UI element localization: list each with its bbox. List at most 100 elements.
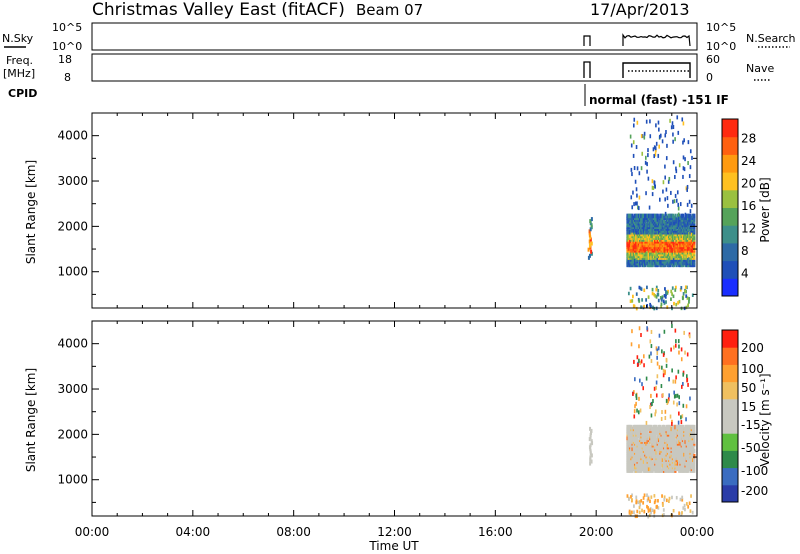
echo-cell bbox=[649, 213, 652, 219]
colorbar-tick-label: -100 bbox=[741, 464, 768, 478]
echo-cell bbox=[652, 399, 654, 404]
echo-cell bbox=[691, 424, 695, 430]
echo-cell bbox=[683, 330, 685, 335]
y-tick-label: 2000 bbox=[57, 427, 88, 441]
echo-cell bbox=[661, 139, 664, 144]
echo-cell bbox=[660, 213, 663, 219]
echo-cell bbox=[644, 428, 647, 433]
echo-cell bbox=[666, 305, 669, 310]
echo-cell bbox=[649, 432, 652, 437]
echo-cell bbox=[674, 288, 677, 292]
echo-cell bbox=[682, 506, 685, 510]
echo-cell bbox=[653, 184, 656, 189]
echo-cell bbox=[668, 259, 671, 264]
echo-cell bbox=[628, 509, 631, 514]
echo-cell bbox=[667, 399, 669, 404]
colorbar-segment bbox=[722, 189, 738, 208]
echo-cell bbox=[660, 459, 663, 464]
echo-cell bbox=[589, 219, 592, 224]
echo-cell bbox=[673, 215, 676, 220]
colorbar-segment bbox=[722, 416, 738, 434]
echo-cell bbox=[686, 242, 690, 248]
echo-cell bbox=[651, 179, 654, 184]
echo-cell bbox=[631, 493, 633, 497]
echo-cell bbox=[682, 166, 685, 171]
echo-cell bbox=[637, 219, 640, 224]
y-tick-label: 3000 bbox=[57, 174, 88, 188]
echo-cell bbox=[587, 247, 590, 252]
echo-cell bbox=[642, 224, 646, 230]
echo-cell bbox=[673, 257, 676, 262]
echo-cell bbox=[589, 435, 592, 440]
echo-cell bbox=[674, 439, 677, 444]
nsearch-tick-top: 10^5 bbox=[706, 21, 736, 34]
echo-cell bbox=[671, 421, 673, 426]
echo-cell bbox=[630, 262, 633, 268]
echo-cell bbox=[633, 510, 635, 514]
echo-cell bbox=[647, 295, 650, 299]
nsky-tick-top: 10^5 bbox=[52, 21, 82, 34]
echo-cell bbox=[628, 439, 632, 444]
echo-cell bbox=[659, 455, 662, 461]
colorbar-segment bbox=[722, 347, 738, 365]
echo-cell bbox=[651, 226, 654, 231]
echo-cell bbox=[668, 176, 671, 181]
echo-cell bbox=[664, 369, 666, 374]
echo-cell bbox=[641, 262, 644, 268]
echo-cell bbox=[684, 212, 687, 217]
echo-cell bbox=[679, 497, 682, 502]
echo-cell bbox=[675, 217, 678, 222]
colorbar-tick-label: 15 bbox=[741, 400, 756, 414]
echo-cell bbox=[639, 286, 642, 291]
echo-cell bbox=[669, 260, 672, 266]
echo-cell bbox=[648, 354, 651, 359]
echo-cell bbox=[635, 430, 638, 435]
echo-cell bbox=[680, 347, 683, 352]
echo-cell bbox=[667, 179, 670, 184]
echo-cell bbox=[659, 242, 662, 248]
echo-cell bbox=[667, 397, 670, 402]
echo-cell bbox=[688, 246, 691, 251]
echo-cell bbox=[682, 174, 684, 179]
echo-cell bbox=[660, 233, 663, 239]
echo-cell bbox=[661, 349, 663, 354]
echo-cell bbox=[634, 377, 636, 382]
echo-cell bbox=[638, 171, 641, 176]
echo-cell bbox=[646, 493, 648, 497]
echo-cell bbox=[675, 424, 678, 430]
echo-cell bbox=[660, 219, 663, 224]
echo-cell bbox=[688, 231, 691, 237]
echo-cell bbox=[682, 155, 685, 160]
colorbar-segment bbox=[722, 467, 738, 486]
echo-cell bbox=[665, 156, 668, 161]
echo-cell bbox=[628, 246, 632, 251]
echo-cell bbox=[686, 187, 688, 192]
echo-cell bbox=[682, 121, 685, 126]
echo-cell bbox=[646, 162, 648, 167]
colorbar-tick-label: 50 bbox=[741, 381, 756, 395]
echo-cell bbox=[670, 125, 673, 130]
echo-cell bbox=[638, 358, 640, 363]
echo-cell bbox=[637, 410, 640, 415]
echo-cell bbox=[683, 167, 686, 172]
echo-cell bbox=[662, 180, 665, 185]
echo-cell bbox=[684, 157, 686, 162]
echo-cell bbox=[693, 222, 696, 228]
echo-cell bbox=[687, 140, 690, 145]
echo-cell bbox=[654, 430, 657, 435]
echo-cell bbox=[629, 299, 632, 303]
x-tick-label: 16:00 bbox=[478, 525, 513, 539]
echo-cell bbox=[647, 148, 649, 153]
echo-cell bbox=[670, 289, 673, 294]
echo-cell bbox=[668, 213, 671, 219]
echo-cell bbox=[679, 435, 682, 441]
echo-cell bbox=[680, 450, 683, 455]
echo-cell bbox=[636, 509, 639, 514]
echo-cell bbox=[651, 452, 654, 457]
y-tick-label: 4000 bbox=[57, 129, 88, 143]
echo-cell bbox=[632, 153, 635, 158]
echo-cell bbox=[689, 165, 692, 170]
echo-cell bbox=[678, 395, 680, 400]
echo-cell bbox=[676, 190, 679, 195]
echo-cell bbox=[693, 235, 696, 240]
